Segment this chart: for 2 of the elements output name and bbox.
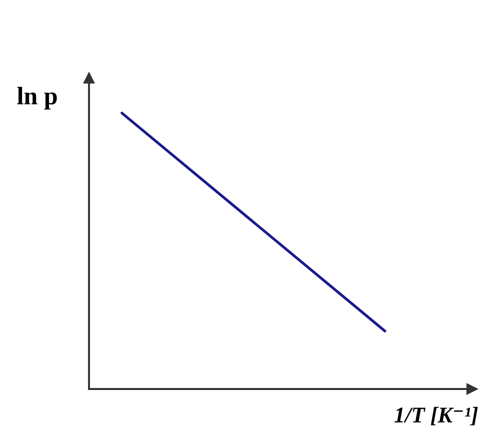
y-axis-title: ln p xyxy=(17,86,57,110)
x-axis-title: 1/T [K⁻¹] xyxy=(394,406,478,426)
